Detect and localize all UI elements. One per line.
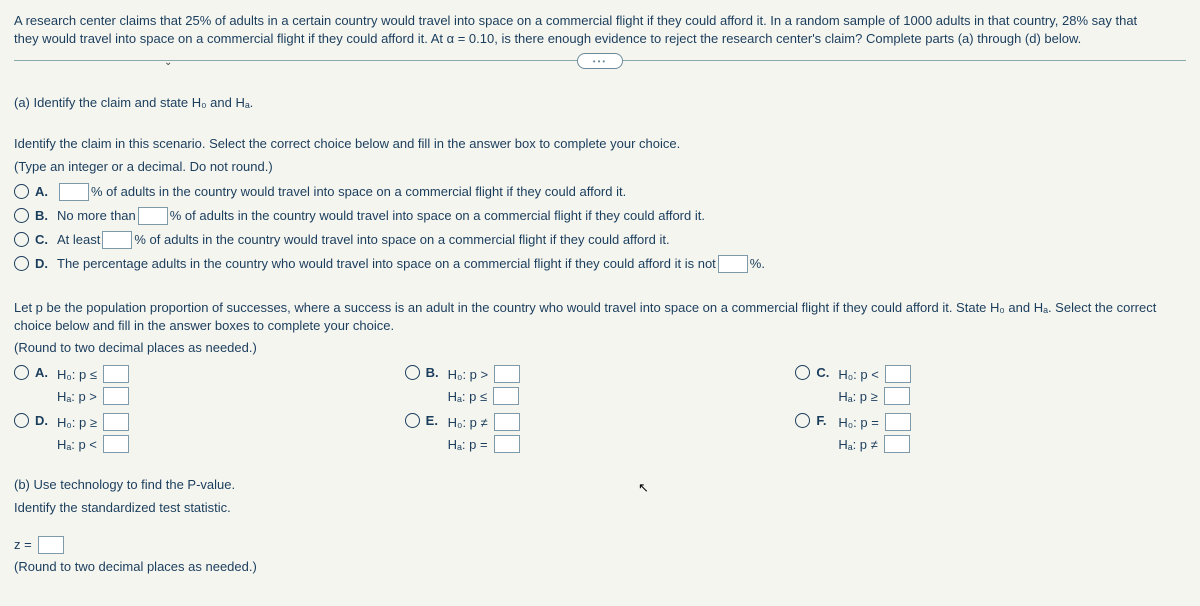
radio-a[interactable] [14, 184, 29, 199]
option-b-row[interactable]: B. No more than % of adults in the count… [14, 204, 1186, 228]
hypothesis-note: (Round to two decimal places as needed.) [14, 339, 1186, 357]
option-d-row[interactable]: D. The percentage adults in the country … [14, 252, 1186, 276]
hyp-e-h0: H₀: p ≠ [448, 415, 488, 430]
hyp-f[interactable]: F. H₀: p = Hₐ: p ≠ [795, 409, 1186, 457]
blank-hyp-c-h0[interactable] [885, 365, 911, 383]
hyp-a[interactable]: A. H₀: p ≤ Hₐ: p > [14, 361, 405, 409]
hyp-label-c: C. [816, 365, 832, 380]
hyp-d[interactable]: D. H₀: p ≥ Hₐ: p < [14, 409, 405, 457]
option-label-c: C. [35, 232, 51, 247]
option-label-d: D. [35, 256, 51, 271]
option-label-b: B. [35, 208, 51, 223]
blank-b[interactable] [138, 207, 168, 225]
radio-c[interactable] [14, 232, 29, 247]
radio-hyp-d[interactable] [14, 413, 29, 428]
hyp-b-ha: Hₐ: p ≤ [448, 389, 487, 404]
part-a-note: (Type an integer or a decimal. Do not ro… [14, 158, 1186, 176]
col-1: A. H₀: p ≤ Hₐ: p > D. H₀: p ≥ Hₐ: p < [14, 361, 405, 457]
hyp-c[interactable]: C. H₀: p < Hₐ: p ≥ [795, 361, 1186, 409]
z-row: z = [14, 536, 1186, 554]
radio-b[interactable] [14, 208, 29, 223]
option-c-prefix: At least [57, 232, 100, 247]
part-a-instruction: Identify the claim in this scenario. Sel… [14, 135, 1186, 153]
dots-icon: ••• [593, 57, 607, 66]
problem-statement: A research center claims that 25% of adu… [14, 12, 1186, 48]
radio-hyp-e[interactable] [405, 413, 420, 428]
hyp-label-a: A. [35, 365, 51, 380]
blank-hyp-f-ha[interactable] [884, 435, 910, 453]
option-label-a: A. [35, 184, 51, 199]
part-b-line-1: (b) Use technology to find the P-value. [14, 476, 1186, 494]
blank-hyp-b-ha[interactable] [493, 387, 519, 405]
radio-hyp-f[interactable] [795, 413, 810, 428]
hyp-e-ha: Hₐ: p = [448, 437, 488, 452]
blank-hyp-e-h0[interactable] [494, 413, 520, 431]
part-b-line-2: Identify the standardized test statistic… [14, 499, 1186, 517]
radio-d[interactable] [14, 256, 29, 271]
blank-hyp-c-ha[interactable] [884, 387, 910, 405]
blank-hyp-d-ha[interactable] [103, 435, 129, 453]
blank-d[interactable] [718, 255, 748, 273]
hyp-c-ha: Hₐ: p ≥ [838, 389, 877, 404]
radio-hyp-c[interactable] [795, 365, 810, 380]
hyp-label-e: E. [426, 413, 442, 428]
option-c-suffix: % of adults in the country would travel … [134, 232, 669, 247]
blank-z[interactable] [38, 536, 64, 554]
expand-pill[interactable]: ••• [577, 53, 623, 69]
blank-hyp-d-h0[interactable] [103, 413, 129, 431]
hyp-b-h0: H₀: p > [448, 367, 488, 382]
hyp-d-ha: Hₐ: p < [57, 437, 97, 452]
cursor-icon: ↖ [638, 480, 649, 496]
problem-line-2: they would travel into space on a commer… [14, 31, 1081, 46]
blank-c[interactable] [102, 231, 132, 249]
col-2: B. H₀: p > Hₐ: p ≤ E. H₀: p ≠ Hₐ: p = [405, 361, 796, 457]
claim-options: A. % of adults in the country would trav… [14, 180, 1186, 276]
problem-line-1: A research center claims that 25% of adu… [14, 13, 1137, 28]
z-label: z = [14, 537, 32, 552]
col-3: C. H₀: p < Hₐ: p ≥ F. H₀: p = Hₐ: p ≠ [795, 361, 1186, 457]
option-a-text: % of adults in the country would travel … [91, 184, 626, 199]
blank-hyp-f-h0[interactable] [885, 413, 911, 431]
hyp-f-ha: Hₐ: p ≠ [838, 437, 877, 452]
hyp-label-d: D. [35, 413, 51, 428]
part-a-heading: (a) Identify the claim and state H₀ and … [14, 95, 1186, 110]
hypothesis-options: A. H₀: p ≤ Hₐ: p > D. H₀: p ≥ Hₐ: p < B.… [14, 361, 1186, 457]
radio-hyp-a[interactable] [14, 365, 29, 380]
hyp-label-f: F. [816, 413, 832, 428]
blank-a[interactable] [59, 183, 89, 201]
option-d-suffix: %. [750, 256, 765, 271]
hyp-f-h0: H₀: p = [838, 415, 878, 430]
blank-hyp-a-ha[interactable] [103, 387, 129, 405]
blank-hyp-b-h0[interactable] [494, 365, 520, 383]
radio-hyp-b[interactable] [405, 365, 420, 380]
hyp-a-h0: H₀: p ≤ [57, 367, 97, 382]
hyp-a-ha: Hₐ: p > [57, 389, 97, 404]
blank-hyp-e-ha[interactable] [494, 435, 520, 453]
hyp-label-b: B. [426, 365, 442, 380]
hypothesis-instruction: Let p be the population proportion of su… [14, 299, 1186, 335]
option-b-prefix: No more than [57, 208, 136, 223]
blank-hyp-a-h0[interactable] [103, 365, 129, 383]
hyp-c-h0: H₀: p < [838, 367, 878, 382]
part-b-note: (Round to two decimal places as needed.) [14, 558, 1186, 576]
collapse-row: ⌄ ••• [14, 61, 1186, 81]
hyp-b[interactable]: B. H₀: p > Hₐ: p ≤ [405, 361, 796, 409]
caret-icon: ⌄ [164, 57, 172, 68]
option-b-suffix: % of adults in the country would travel … [170, 208, 705, 223]
option-a-row[interactable]: A. % of adults in the country would trav… [14, 180, 1186, 204]
hyp-e[interactable]: E. H₀: p ≠ Hₐ: p = [405, 409, 796, 457]
hyp-d-h0: H₀: p ≥ [57, 415, 97, 430]
option-d-prefix: The percentage adults in the country who… [57, 256, 716, 271]
option-c-row[interactable]: C. At least % of adults in the country w… [14, 228, 1186, 252]
